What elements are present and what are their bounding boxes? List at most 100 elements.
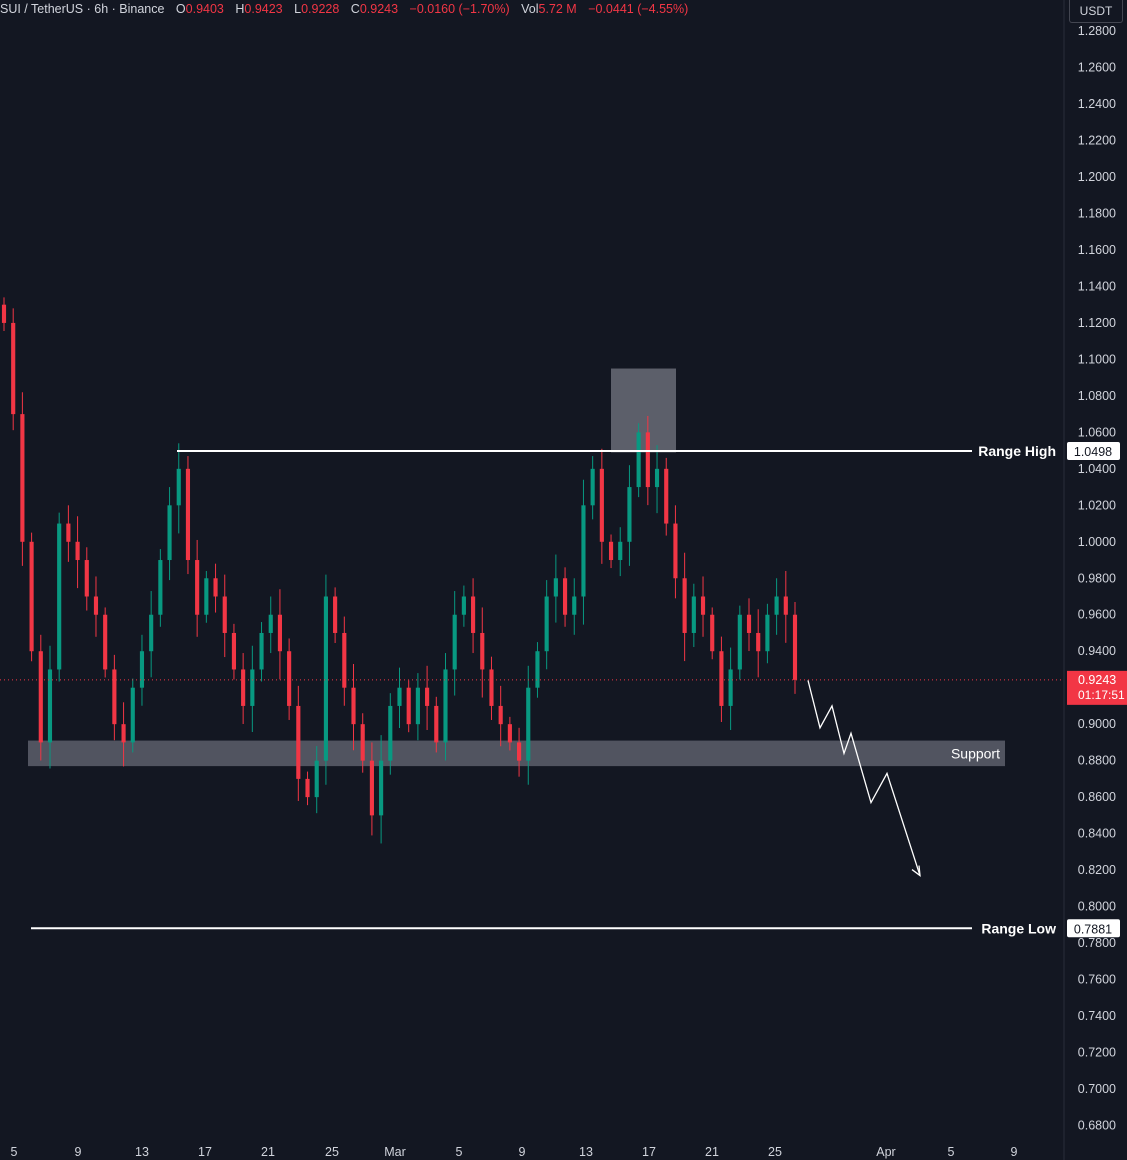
- candle-body: [57, 523, 62, 670]
- projection: [807, 680, 921, 877]
- candle-body: [544, 596, 549, 652]
- price-tick-label: 0.7200: [1078, 1045, 1116, 1059]
- candle-body: [333, 596, 338, 633]
- price-tick-label: 1.1400: [1078, 279, 1116, 293]
- candle-body: [185, 468, 191, 561]
- candle-body: [130, 687, 135, 743]
- candle-body: [176, 468, 181, 506]
- candle-body: [139, 651, 145, 688]
- time-tick-label: 25: [325, 1145, 339, 1159]
- candle-body: [277, 614, 282, 652]
- price-tick-label: 0.8800: [1078, 754, 1116, 768]
- candle-body: [765, 614, 770, 652]
- projection-path: [807, 680, 921, 876]
- current-price-tag: [1067, 670, 1127, 705]
- candle-body: [737, 614, 742, 670]
- candles: [1, 297, 798, 844]
- candle-body: [388, 705, 393, 761]
- symbol-header: SUI / TetherUS · 6h · Binance O0.9403 H0…: [0, 0, 696, 20]
- candle-body: [38, 651, 43, 743]
- price-tick-label: 1.2400: [1078, 97, 1116, 111]
- candle-body: [480, 632, 485, 670]
- time-tick-label: Mar: [384, 1145, 406, 1159]
- price-axis[interactable]: 1.2800 1.2600 1.2400 1.2200 1.2000 1.1800 1.16…: [1067, 24, 1127, 1132]
- candle-body: [213, 578, 218, 597]
- candle-body: [379, 760, 384, 816]
- price-tick-label: 0.8000: [1078, 900, 1116, 914]
- candle-body: [195, 560, 200, 615]
- level-label: Range High: [978, 443, 1056, 459]
- price-tick-label: 1.0800: [1078, 389, 1116, 403]
- candle-body: [682, 578, 687, 633]
- candle-body: [535, 651, 540, 688]
- candle-body: [323, 596, 328, 761]
- candle-body: [434, 705, 439, 743]
- price-tick-label: 0.8600: [1078, 790, 1116, 804]
- highlight-zone: [611, 368, 676, 453]
- candle-body: [259, 632, 264, 670]
- price-tick-label: 0.7000: [1078, 1082, 1116, 1096]
- close-value: 0.9243: [360, 2, 398, 16]
- price-tick-label: 1.2000: [1078, 170, 1116, 184]
- candle-body: [351, 687, 356, 725]
- time-tick-label: 5: [456, 1145, 463, 1159]
- high-value: 0.9423: [244, 2, 282, 16]
- currency-button[interactable]: USDT: [1069, 0, 1123, 23]
- time-tick-label: 9: [75, 1145, 82, 1159]
- candle-body: [250, 669, 255, 706]
- candle-body: [636, 432, 641, 488]
- support-label: Support: [951, 745, 1000, 761]
- price-tick-label: 0.9600: [1078, 608, 1116, 622]
- time-tick-label: 17: [198, 1145, 212, 1159]
- change-value: −0.0160 (−1.70%): [410, 2, 510, 16]
- price-tick-label: 0.6800: [1078, 1118, 1116, 1132]
- price-tick-label: 1.0200: [1078, 498, 1116, 512]
- plot-area[interactable]: [0, 0, 1065, 1160]
- candle-body: [204, 578, 209, 615]
- price-tick-label: 1.1200: [1078, 316, 1116, 330]
- candle-body: [443, 669, 448, 743]
- candle-body: [471, 596, 476, 633]
- candle-body: [590, 468, 595, 506]
- candle-body: [1, 304, 7, 323]
- symbol-title[interactable]: SUI / TetherUS · 6h · Binance: [0, 2, 164, 16]
- price-tick-label: 0.9800: [1078, 571, 1116, 585]
- candle-body: [507, 724, 512, 743]
- candle-body: [296, 705, 301, 779]
- volume-value: 5.72 M: [539, 2, 577, 16]
- price-tick-label: 0.9000: [1078, 717, 1116, 731]
- candle-body: [360, 724, 365, 761]
- time-tick-label: 13: [579, 1145, 593, 1159]
- candle-body: [222, 596, 227, 633]
- candle-body: [415, 687, 420, 725]
- time-axis[interactable]: 5 9 13 17 21 25 Mar 5 9 13 17 21 25 Apr 5 9: [11, 1145, 1018, 1159]
- level-price-tag: [1067, 919, 1120, 938]
- open-value: 0.9403: [186, 2, 224, 16]
- price-tick-label: 0.9400: [1078, 644, 1116, 658]
- time-tick-label: 21: [261, 1145, 275, 1159]
- price-tick-label: 0.8200: [1078, 863, 1116, 877]
- candle-body: [746, 614, 752, 633]
- candle-body: [599, 468, 604, 542]
- price-tick-label: 1.1600: [1078, 243, 1116, 257]
- price-tick-label: 0.7800: [1078, 936, 1116, 950]
- candle-body: [75, 541, 80, 561]
- candle-body: [526, 687, 531, 761]
- candle-body: [498, 705, 503, 725]
- current-price-value: 0.9243: [1078, 673, 1116, 687]
- candle-body: [719, 651, 724, 706]
- time-tick-label: 13: [135, 1145, 149, 1159]
- candle-body: [287, 651, 292, 706]
- candle-body: [231, 632, 237, 670]
- high-label: H: [235, 2, 244, 16]
- time-tick-label: 25: [768, 1145, 782, 1159]
- price-tick-label: 0.8400: [1078, 827, 1116, 841]
- price-tick-label: 0.7600: [1078, 973, 1116, 987]
- price-tick-label: 1.1000: [1078, 352, 1116, 366]
- close-label: C: [351, 2, 360, 16]
- level-price-value: 1.0498: [1074, 445, 1112, 459]
- low-value: 0.9228: [301, 2, 339, 16]
- candle-body: [654, 468, 660, 488]
- candle-body: [728, 669, 733, 706]
